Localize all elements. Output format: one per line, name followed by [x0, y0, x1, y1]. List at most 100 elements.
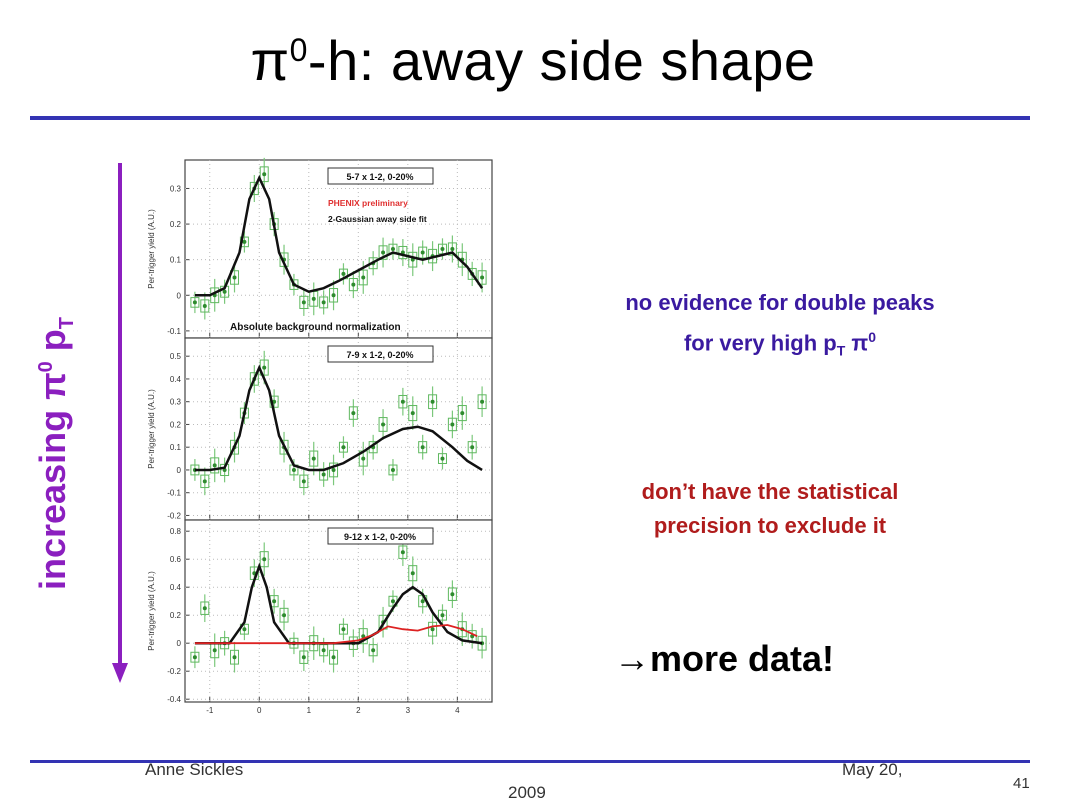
sys-box	[457, 405, 467, 422]
data-point	[212, 648, 217, 653]
data-point	[341, 627, 346, 632]
sys-box	[338, 441, 348, 453]
sys-box	[398, 245, 408, 260]
data-point	[420, 250, 425, 255]
y-axis-label: Per-trigger yield (A.U.)	[147, 209, 156, 289]
data-point	[440, 456, 445, 461]
y-tick-label: 0	[177, 291, 182, 300]
sys-box	[447, 242, 457, 256]
y-tick-label: 0.3	[170, 398, 182, 407]
more-data-text: →more data!	[614, 638, 835, 679]
sys-box	[230, 649, 240, 665]
footer-year: 2009	[508, 783, 546, 802]
data-point	[222, 289, 227, 294]
data-point	[341, 271, 346, 276]
title-divider	[30, 116, 1030, 120]
sys-box	[477, 270, 487, 285]
data-point	[192, 300, 197, 305]
data-point	[361, 275, 366, 280]
x-tick-label: 3	[406, 706, 411, 715]
x-tick-label: -1	[206, 706, 214, 715]
data-point	[341, 445, 346, 450]
footer-divider	[30, 760, 1030, 763]
data-point	[321, 648, 326, 653]
sys-box	[279, 439, 289, 455]
page-number: 41	[1013, 775, 1030, 792]
panel-frame	[184, 337, 493, 521]
data-point	[351, 411, 356, 416]
data-point	[390, 467, 395, 472]
y-tick-label: 0	[177, 639, 182, 648]
sys-box	[329, 462, 339, 478]
y-tick-label: 0.4	[170, 583, 182, 592]
sys-box	[279, 252, 289, 267]
sys-box	[388, 464, 398, 476]
data-point	[311, 456, 316, 461]
data-point	[480, 399, 485, 404]
y-tick-label: 0	[177, 466, 182, 475]
data-point	[262, 172, 267, 177]
y-tick-label: 0.1	[170, 443, 182, 452]
sys-box	[329, 288, 339, 303]
sys-box	[477, 394, 487, 410]
sys-box	[437, 453, 447, 464]
legend-box	[327, 345, 434, 363]
sys-box	[249, 181, 259, 196]
annotation: Absolute background normalization	[230, 322, 401, 333]
sys-box	[467, 267, 477, 280]
sys-box	[309, 450, 319, 467]
data-point	[301, 479, 306, 484]
data-point	[450, 247, 455, 251]
y-tick-label: 0.2	[170, 220, 182, 229]
sys-box	[408, 405, 418, 422]
legend-title: 7-9 x 1-2, 0-20%	[346, 350, 413, 360]
sys-box	[319, 296, 329, 309]
y-tick-label: 0.1	[170, 256, 182, 265]
x-tick-label: 2	[356, 706, 361, 715]
data-point	[202, 303, 207, 308]
y-tick-label: 0.8	[170, 527, 182, 536]
x-tick-label: 1	[307, 706, 312, 715]
sys-box	[299, 650, 309, 664]
data-point	[450, 422, 455, 427]
data-point	[331, 467, 336, 472]
sys-box	[299, 474, 309, 489]
data-point	[311, 296, 316, 301]
data-point	[440, 247, 445, 251]
sys-box	[279, 607, 289, 623]
data-point	[430, 627, 435, 632]
y-tick-label: 0.3	[170, 184, 182, 193]
y-tick-label: 0.2	[170, 611, 182, 620]
sys-box	[398, 545, 408, 559]
slide-title: π0-h: away side shape	[250, 29, 816, 92]
sys-box	[289, 279, 299, 290]
legend-title: 5-7 x 1-2, 0-20%	[346, 172, 413, 182]
data-point	[291, 467, 296, 472]
data-point	[351, 282, 356, 287]
data-point	[381, 422, 386, 427]
data-point	[420, 445, 425, 450]
sys-box	[249, 372, 259, 386]
data-point	[331, 293, 336, 298]
sys-box	[408, 251, 418, 268]
sys-box	[259, 166, 269, 183]
data-point	[301, 655, 306, 660]
data-point	[192, 655, 197, 660]
sys-box	[457, 621, 467, 638]
sys-box	[408, 565, 418, 582]
data-point	[460, 411, 465, 416]
data-point	[202, 606, 207, 611]
legend-title: 9-12 x 1-2, 0-20%	[344, 532, 416, 542]
data-point	[430, 399, 435, 404]
sys-box	[378, 245, 388, 260]
sys-box	[418, 246, 428, 259]
increasing-pt-label: increasing π0 pT	[32, 317, 79, 590]
y-axis-label: Per-trigger yield (A.U.)	[147, 571, 156, 651]
data-point	[361, 456, 366, 461]
sys-box	[319, 644, 329, 657]
fit-curve	[194, 174, 484, 297]
sys-box	[200, 474, 210, 489]
data-point	[410, 411, 415, 416]
legend-box	[327, 527, 434, 545]
data-point	[262, 557, 267, 562]
